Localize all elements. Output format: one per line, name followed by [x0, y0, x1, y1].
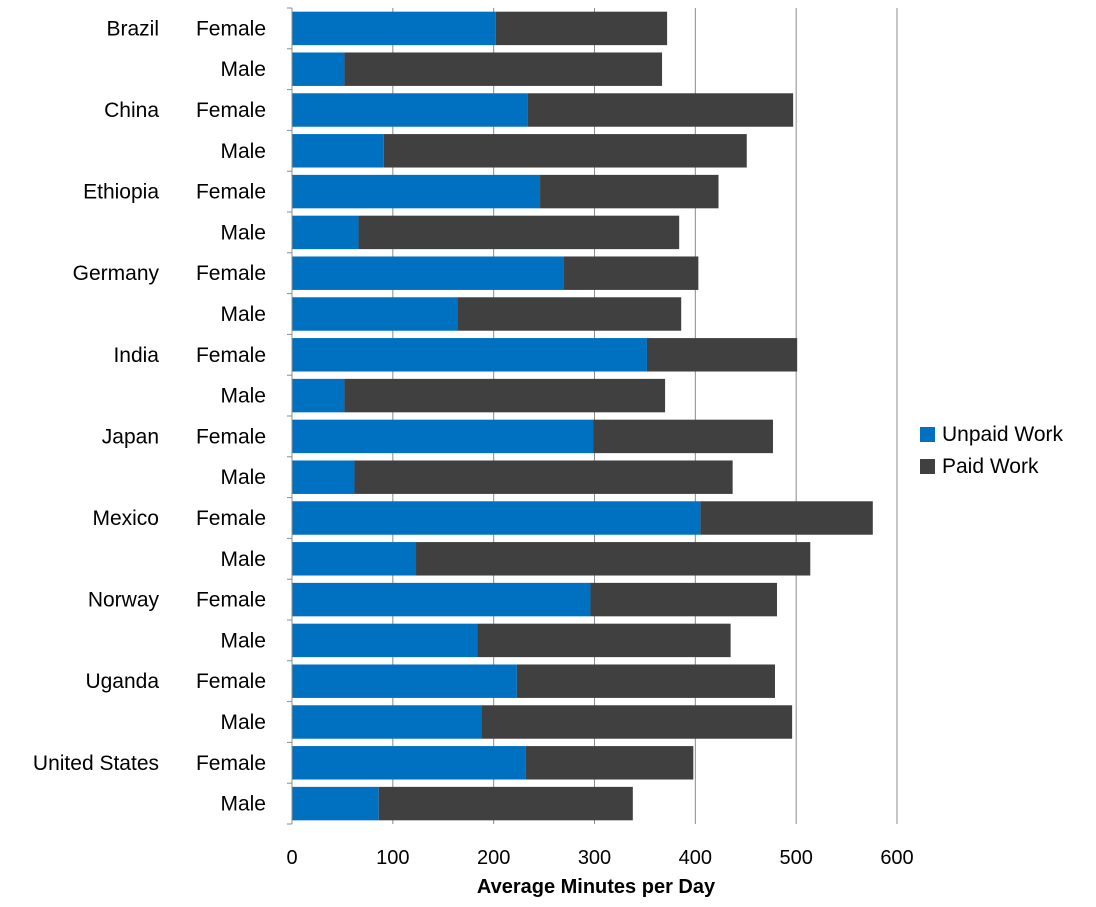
bar-paid-work-germany-female	[563, 256, 699, 290]
bar-paid-work-india-male	[344, 378, 666, 413]
x-tick-label-200: 200	[477, 847, 510, 869]
gender-label: Female	[196, 344, 266, 367]
bar-paid-work-ethiopia-female	[540, 174, 719, 209]
gender-label: Female	[196, 507, 266, 530]
gender-label: Male	[220, 140, 266, 163]
x-tick-label-400: 400	[679, 847, 712, 869]
bar-unpaid-work-mexico-male	[292, 542, 417, 576]
bar-unpaid-work-uganda-male	[292, 705, 482, 739]
country-label-china: China	[104, 99, 159, 122]
category-labels: Female Male Brazil Female Male China Female Mal…	[33, 17, 266, 815]
bars	[292, 11, 873, 821]
country-label-united-states: United States	[33, 752, 159, 775]
bar-paid-work-japan-female	[593, 419, 773, 454]
country-label-mexico: Mexico	[92, 507, 159, 530]
legend: Unpaid Work Paid Work	[920, 423, 1063, 478]
bar-unpaid-work-brazil-female	[292, 11, 496, 46]
bar-unpaid-work-mexico-female	[292, 501, 701, 535]
x-tick-label-300: 300	[578, 847, 611, 869]
gender-label: Male	[220, 793, 266, 816]
bar-paid-work-norway-male	[477, 623, 731, 658]
bar-unpaid-work-united-states-male	[292, 786, 379, 821]
bar-unpaid-work-brazil-male	[292, 52, 345, 86]
legend-swatch-unpaid-work	[920, 427, 935, 442]
bar-paid-work-mexico-male	[416, 542, 811, 576]
x-tick-label-600: 600	[880, 847, 913, 869]
bar-unpaid-work-germany-female	[292, 256, 564, 290]
bar-unpaid-work-germany-male	[292, 297, 458, 331]
gender-label: Male	[220, 221, 266, 244]
bar-unpaid-work-india-female	[292, 338, 647, 372]
bar-paid-work-india-female	[646, 338, 798, 372]
country-label-ethiopia: Ethiopia	[83, 181, 159, 204]
bar-paid-work-brazil-male	[344, 52, 663, 86]
bar-paid-work-uganda-male	[481, 705, 793, 739]
bar-paid-work-germany-male	[457, 297, 682, 331]
gender-label: Female	[196, 181, 266, 204]
gender-label: Male	[220, 711, 266, 734]
bar-unpaid-work-norway-male	[292, 623, 478, 658]
bar-unpaid-work-uganda-female	[292, 664, 517, 698]
bar-unpaid-work-united-states-female	[292, 746, 526, 780]
gender-label: Female	[196, 670, 266, 693]
gender-label: Female	[196, 262, 266, 285]
bar-paid-work-china-male	[383, 134, 747, 168]
bar-paid-work-mexico-female	[700, 501, 873, 535]
gender-label: Male	[220, 58, 266, 81]
gender-label: Female	[196, 99, 266, 122]
bar-unpaid-work-china-male	[292, 134, 384, 168]
bar-unpaid-work-ethiopia-female	[292, 174, 541, 209]
bar-paid-work-united-states-female	[525, 746, 694, 780]
legend-swatch-paid-work	[920, 459, 935, 474]
gender-label: Male	[220, 548, 266, 571]
country-label-brazil: Brazil	[106, 17, 159, 40]
country-label-norway: Norway	[88, 589, 160, 612]
country-label-japan: Japan	[102, 425, 159, 448]
legend-label-unpaid-work: Unpaid Work	[942, 423, 1063, 446]
bar-paid-work-united-states-male	[378, 786, 633, 821]
country-label-uganda: Uganda	[85, 670, 159, 693]
bar-paid-work-ethiopia-male	[358, 215, 680, 250]
gender-label: Male	[220, 629, 266, 652]
gender-label: Male	[220, 385, 266, 408]
bar-unpaid-work-norway-female	[292, 582, 591, 617]
gender-label: Female	[196, 425, 266, 448]
bar-paid-work-brazil-female	[495, 11, 668, 46]
x-tick-label-500: 500	[779, 847, 812, 869]
bar-unpaid-work-china-female	[292, 93, 528, 127]
country-label-germany: Germany	[73, 262, 160, 285]
bar-paid-work-uganda-female	[516, 664, 775, 698]
bar-paid-work-norway-female	[590, 582, 778, 617]
x-tick-label-0: 0	[286, 847, 297, 869]
gender-label: Female	[196, 752, 266, 775]
gridlines	[392, 8, 898, 824]
gender-label: Male	[220, 303, 266, 326]
gender-label: Female	[196, 17, 266, 40]
country-label-india: India	[113, 344, 159, 367]
x-axis-title: Average Minutes per Day	[477, 876, 716, 898]
bar-unpaid-work-japan-male	[292, 460, 355, 494]
bar-paid-work-china-female	[527, 93, 794, 127]
x-tick-label-100: 100	[376, 847, 409, 869]
bar-unpaid-work-ethiopia-male	[292, 215, 359, 250]
gender-label: Male	[220, 466, 266, 489]
legend-label-paid-work: Paid Work	[942, 455, 1039, 478]
bar-unpaid-work-japan-female	[292, 419, 594, 454]
gender-label: Female	[196, 589, 266, 612]
bar-paid-work-japan-male	[354, 460, 733, 494]
bar-unpaid-work-india-male	[292, 378, 345, 413]
axes: 0 100 200 300 400 500 600	[286, 7, 914, 869]
